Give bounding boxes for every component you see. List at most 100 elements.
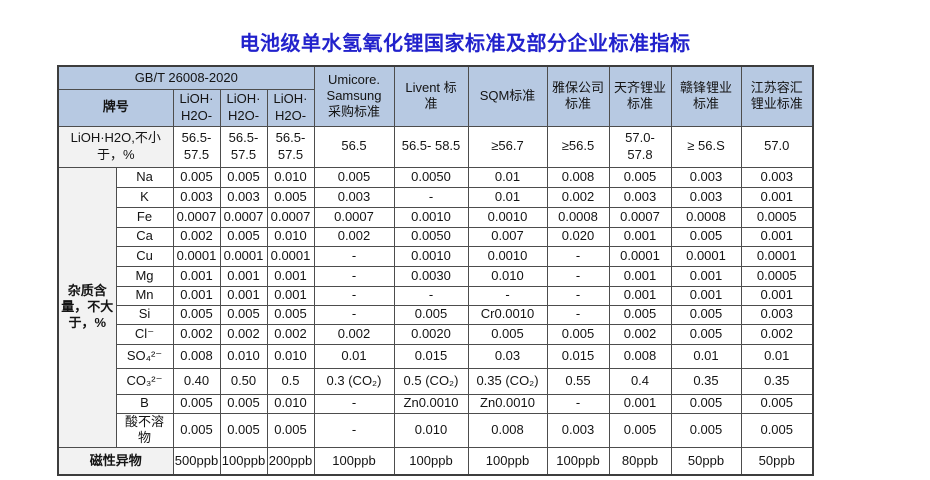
impurity-value-cell: 0.002	[313, 226, 395, 247]
magnetic-value-cell: 100ppb	[313, 446, 395, 476]
header-company-sqm: SQM标准	[467, 65, 548, 127]
impurity-value-cell: 0.005	[608, 412, 672, 448]
lioh-value-cell: 56.5- 57.5	[266, 125, 315, 168]
header-company-yabao: 雅保公司 标准	[546, 65, 610, 127]
impurity-element-label: CO₃²⁻	[115, 367, 174, 395]
impurity-value-cell: 0.0008	[546, 206, 610, 228]
header-grade-col-1: LiOH· H2O-	[172, 88, 221, 127]
impurity-value-cell: 0.001	[740, 285, 814, 306]
page-title: 电池级单水氢氧化锂国家标准及部分企业标准指标	[239, 33, 691, 55]
magnetic-value-cell: 100ppb	[546, 446, 610, 476]
header-company-ganfeng: 赣锋锂业 标准	[670, 65, 742, 127]
impurity-value-cell: -	[546, 245, 610, 267]
impurity-value-cell: 0.003	[608, 186, 672, 208]
lioh-content-row: LiOH·H2O,不小 于，% 56.5- 57.5 56.5- 57.5 56…	[57, 125, 814, 168]
impurity-value-cell: 0.005	[219, 412, 268, 448]
impurity-element-label: Mn	[115, 285, 174, 306]
impurity-value-cell: 0.005	[670, 393, 742, 414]
impurity-value-cell: 0.008	[172, 343, 221, 369]
impurity-value-cell: -	[313, 304, 395, 325]
impurity-value-cell: 0.005	[172, 393, 221, 414]
impurity-value-cell: -	[313, 285, 395, 306]
impurity-value-cell: 0.4	[608, 367, 672, 395]
magnetic-value-cell: 500ppb	[172, 446, 221, 476]
impurity-value-cell: 0.005	[266, 186, 315, 208]
impurity-value-cell: 0.001	[670, 265, 742, 287]
impurity-group-label: 杂质含 量，不大 于，%	[57, 166, 117, 448]
impurity-element-label: B	[115, 393, 174, 414]
impurity-value-cell: 0.001	[172, 265, 221, 287]
impurity-value-cell: 0.001	[608, 226, 672, 247]
impurity-value-cell: 0.002	[266, 323, 315, 345]
impurity-value-cell: 0.005	[670, 323, 742, 345]
impurity-value-cell: 0.015	[546, 343, 610, 369]
impurity-value-cell: 0.0007	[608, 206, 672, 228]
impurity-value-cell: Zn0.0010	[393, 393, 469, 414]
impurity-value-cell: 0.0010	[467, 245, 548, 267]
impurity-value-cell: 0.005	[740, 412, 814, 448]
header-grade-col-2: LiOH· H2O-	[219, 88, 268, 127]
impurity-row: SO₄²⁻ 0.008 0.010 0.010 0.01 0.015 0.03 0.015 0.…	[58, 343, 814, 369]
impurity-value-cell: 0.001	[219, 265, 268, 287]
impurity-value-cell: 0.50	[219, 367, 268, 395]
magnetic-value-cell: 50ppb	[740, 446, 814, 476]
impurity-value-cell: 0.0007	[172, 206, 221, 228]
impurity-value-cell: 0.0010	[393, 206, 469, 228]
impurity-value-cell: 0.008	[467, 412, 548, 448]
impurity-value-cell: 0.001	[266, 265, 315, 287]
impurity-value-cell: 0.03	[467, 343, 548, 369]
impurity-value-cell: 0.001	[670, 285, 742, 306]
impurity-value-cell: 0.0001	[740, 245, 814, 267]
impurity-element-label: K	[115, 186, 174, 208]
impurity-element-label: 酸不溶 物	[115, 412, 174, 448]
impurity-value-cell: 0.002	[172, 226, 221, 247]
lioh-value-cell: ≥56.7	[467, 125, 548, 168]
impurity-row: 杂质含 量，不大 于，% Na 0.005 0.005 0.010 0.005 0.0050…	[57, 166, 814, 448]
magnetic-row-label: 磁性异物	[57, 446, 174, 476]
header-gbt-standard: GB/T 26008-2020	[57, 65, 315, 90]
impurity-value-cell: 0.40	[172, 367, 221, 395]
impurity-value-cell: 0.005	[670, 304, 742, 325]
impurity-value-cell: 0.005	[546, 323, 610, 345]
impurity-value-cell: 0.0050	[393, 226, 469, 247]
impurity-row: CO₃²⁻ 0.40 0.50 0.5 0.3 (CO₂) 0.5 (CO₂) 0.35 (…	[58, 367, 814, 395]
impurity-value-cell: -	[546, 285, 610, 306]
impurity-value-cell: 0.003	[670, 166, 742, 188]
impurity-value-cell: -	[546, 265, 610, 287]
impurity-value-cell: 0.005	[266, 304, 315, 325]
impurity-value-cell: 0.005	[219, 393, 268, 414]
impurity-row: Fe 0.0007 0.0007 0.0007 0.0007 0.0010 0.0010 0.…	[58, 206, 814, 228]
impurity-value-cell: 0.0010	[467, 206, 548, 228]
impurity-value-cell: 0.001	[740, 186, 814, 208]
impurity-value-cell: 0.3 (CO₂)	[313, 367, 395, 395]
impurity-value-cell: 0.005	[172, 412, 221, 448]
impurity-value-cell: 0.010	[266, 226, 315, 247]
impurity-row: 酸不溶 物 0.005 0.005 0.005-0.010 0.008 0.003 0.00…	[58, 412, 814, 448]
impurity-value-cell: -	[313, 265, 395, 287]
impurity-value-cell: -	[393, 285, 469, 306]
impurity-value-cell: 0.0001	[266, 245, 315, 267]
impurity-row: Ca 0.002 0.005 0.010 0.002 0.0050 0.007 0.020 0.…	[58, 226, 814, 247]
impurity-value-cell: 0.01	[467, 166, 548, 188]
impurity-value-cell: 0.005	[740, 393, 814, 414]
impurity-row: Mg 0.001 0.001 0.001-0.0030 0.010-0.001 0.001…	[58, 265, 814, 287]
impurity-row: Mn 0.001 0.001 0.001- - - -0.001 0.001 0.001	[58, 285, 814, 306]
impurity-row: Cu 0.0001 0.0001 0.0001-0.0010 0.0010-0.0001…	[58, 245, 814, 267]
magnetic-value-cell: 80ppb	[608, 446, 672, 476]
impurity-value-cell: Zn0.0010	[467, 393, 548, 414]
impurity-value-cell: 0.0008	[670, 206, 742, 228]
impurity-element-label: Ca	[115, 226, 174, 247]
magnetic-value-cell: 100ppb	[393, 446, 469, 476]
impurity-value-cell: 0.010	[467, 265, 548, 287]
impurity-value-cell: 0.001	[608, 265, 672, 287]
impurity-value-cell: 0.001	[608, 393, 672, 414]
impurity-value-cell: 0.5 (CO₂)	[393, 367, 469, 395]
impurity-value-cell: 0.0005	[740, 206, 814, 228]
header-brand: 牌号	[57, 88, 174, 127]
impurity-value-cell: 0.001	[172, 285, 221, 306]
impurity-row: Si 0.005 0.005 0.005-0.005 Cr0.0010-0.005 0.0…	[58, 304, 814, 325]
impurity-value-cell: 0.0007	[266, 206, 315, 228]
lioh-value-cell: 56.5	[313, 125, 395, 168]
lioh-value-cell: 57.0- 57.8	[608, 125, 672, 168]
